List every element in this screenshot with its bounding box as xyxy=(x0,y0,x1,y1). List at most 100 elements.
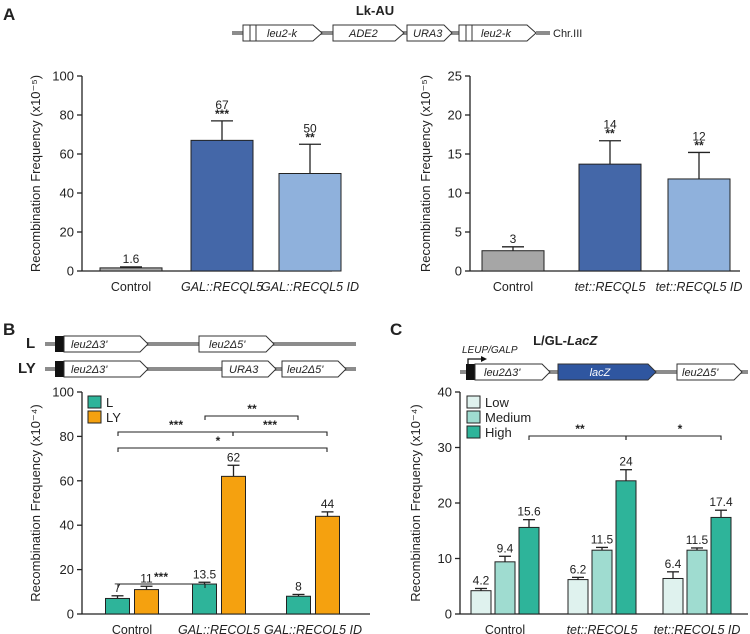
significance-stars: *** xyxy=(154,570,168,584)
leu2-3-gene-box xyxy=(63,360,149,378)
significance-stars: *** xyxy=(263,418,277,432)
data-label: 67 xyxy=(215,98,229,112)
data-label: 4.2 xyxy=(473,573,490,587)
data-label: 8 xyxy=(295,579,302,593)
c-title: L/GL- xyxy=(533,333,567,348)
lk-au-construct: Lk-AU leu2-k ADE2 URA3 leu2-k Chr.III xyxy=(232,3,582,42)
chart-b: 0 20 40 60 80 100 Recombination Frequency (x10… xyxy=(28,385,370,634)
significance-bracket xyxy=(232,431,328,436)
x-tick-label: tet::RECQL5 xyxy=(575,280,646,294)
bar xyxy=(134,589,159,615)
leu2-3-gene-box xyxy=(474,363,551,381)
data-label: 62 xyxy=(227,450,241,464)
data-label: 13.5 xyxy=(193,567,217,581)
y-tick-label: 40 xyxy=(438,385,452,400)
bar xyxy=(221,475,246,615)
data-label: 12 xyxy=(692,129,706,143)
gene-label: leu2-k xyxy=(481,28,511,40)
x-tick-label: tet::RECQL5 ID xyxy=(656,280,743,294)
bar xyxy=(578,163,642,272)
legend-label: High xyxy=(485,425,512,440)
data-label: 11 xyxy=(140,571,153,585)
data-label: 1.6 xyxy=(123,252,140,266)
leu2-3-gene-box xyxy=(63,335,149,353)
bar xyxy=(662,577,684,615)
lacz-gene-box xyxy=(557,363,657,381)
y-tick-label: 60 xyxy=(60,147,74,162)
bar xyxy=(615,480,637,615)
legend-swatch xyxy=(466,410,481,424)
legend-label: L xyxy=(106,395,113,410)
y-tick-label: 30 xyxy=(438,440,452,455)
bar xyxy=(494,561,516,615)
y-tick-label: 10 xyxy=(438,551,452,566)
y-tick-label: 80 xyxy=(60,108,74,123)
legend-swatch xyxy=(466,425,481,439)
data-label: 44 xyxy=(321,497,335,511)
panel-label-b: B xyxy=(3,320,15,339)
y-tick-label: 20 xyxy=(448,108,462,123)
gene-label: leu2Δ5' xyxy=(682,367,719,379)
data-label: 9.4 xyxy=(497,541,514,555)
significance-stars: ** xyxy=(575,422,585,436)
y-tick-label: 25 xyxy=(448,69,462,84)
legend-swatch xyxy=(466,395,481,409)
bar xyxy=(567,579,589,615)
leu2-5-gene-box xyxy=(281,360,347,378)
significance-stars: *** xyxy=(215,107,229,121)
bar xyxy=(190,139,254,272)
panel-label-a: A xyxy=(3,5,15,24)
bar xyxy=(710,516,732,615)
panel-label-c: C xyxy=(390,320,402,339)
data-label: 24 xyxy=(619,455,633,469)
y-tick-label: 10 xyxy=(448,186,462,201)
ly-label: LY xyxy=(18,360,36,377)
data-label: 3 xyxy=(510,232,517,246)
bar xyxy=(286,595,311,615)
gene-label: leu2Δ5' xyxy=(287,364,324,376)
panel-c-construct: L/GL- LacZ LEUP/GALP leu2Δ3' lacZ leu2Δ5… xyxy=(460,333,748,381)
x-tick-label: Control xyxy=(112,623,152,634)
lk-au-title: Lk-AU xyxy=(356,3,394,18)
gene-label: leu2Δ5' xyxy=(209,339,246,351)
x-tick-label: Control xyxy=(493,280,533,294)
bar xyxy=(481,250,545,272)
significance-stars: ** xyxy=(247,402,257,416)
significance-bracket xyxy=(528,435,627,440)
y-tick-label: 20 xyxy=(60,225,74,240)
bar xyxy=(315,515,340,615)
y-axis-label: Recombination Frequency (x10⁻⁴) xyxy=(408,404,423,601)
data-label: 11.5 xyxy=(591,532,614,546)
significance-bracket xyxy=(204,415,299,420)
bar xyxy=(518,526,540,615)
y-tick-label: 5 xyxy=(455,225,462,240)
gene-label: leu2-k xyxy=(267,28,297,40)
bar xyxy=(192,583,217,615)
significance-bracket xyxy=(625,435,722,440)
significance-stars: ** xyxy=(605,127,615,141)
significance-stars: * xyxy=(678,422,683,436)
leu2-5-gene-box xyxy=(676,363,743,381)
data-label: 50 xyxy=(303,121,317,135)
y-tick-label: 20 xyxy=(438,496,452,511)
chart-a-right: 0 5 10 15 20 25 Recombination Frequency (x10⁻⁵… xyxy=(418,69,742,295)
c-title-lacz: LacZ xyxy=(567,333,598,348)
data-label: 6.2 xyxy=(570,562,587,576)
chart-c: 0 10 20 30 40 Recombination Frequency (x10⁻⁴)… xyxy=(408,385,748,634)
y-tick-label: 0 xyxy=(445,607,452,622)
bar xyxy=(99,267,163,272)
panel-b-constructs: L leu2Δ3' leu2Δ5' LY leu2Δ3' URA3 leu2Δ5… xyxy=(18,335,356,378)
data-label: 17.4 xyxy=(709,495,733,509)
bar xyxy=(470,590,492,615)
gene-label: ADE2 xyxy=(348,28,378,40)
y-tick-label: 0 xyxy=(455,264,462,279)
l-label: L xyxy=(26,335,35,352)
leu2-5-gene-box xyxy=(198,335,275,353)
x-tick-label: Control xyxy=(485,623,525,634)
legend-label: LY xyxy=(106,410,121,425)
y-tick-label: 0 xyxy=(67,607,74,622)
y-tick-label: 20 xyxy=(60,562,74,577)
data-label: 11.5 xyxy=(686,533,709,547)
bar xyxy=(105,597,130,615)
